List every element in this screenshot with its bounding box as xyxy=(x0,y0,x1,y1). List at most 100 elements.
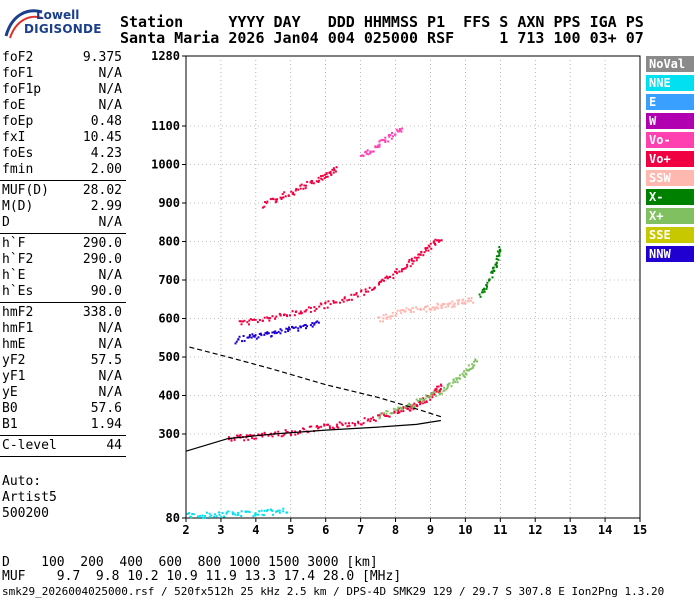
echo-point xyxy=(476,360,478,363)
echo-point xyxy=(311,325,314,328)
echo-point xyxy=(270,335,273,337)
echo-point xyxy=(454,380,457,383)
echo-point xyxy=(287,330,290,332)
echo-point xyxy=(404,267,407,270)
echo-point xyxy=(385,410,388,413)
echo-point xyxy=(357,420,359,423)
echo-point xyxy=(386,316,389,319)
echo-point xyxy=(350,298,353,301)
echo-point xyxy=(368,286,371,289)
echo-point xyxy=(389,315,392,318)
echo-point xyxy=(279,314,282,317)
echo-point xyxy=(281,193,284,196)
echo-point xyxy=(421,402,424,405)
x-tick-label: 12 xyxy=(528,523,542,537)
echo-point xyxy=(356,295,359,298)
echo-point xyxy=(446,387,449,390)
echo-point xyxy=(402,406,405,409)
x-tick-label: 9 xyxy=(427,523,434,537)
echo-point xyxy=(447,303,450,306)
echo-point xyxy=(317,427,320,430)
echo-point xyxy=(471,366,474,369)
echo-point xyxy=(251,333,254,336)
echo-point xyxy=(452,304,455,307)
echo-point xyxy=(415,398,418,401)
param-row: M(D) 2.99 xyxy=(0,199,126,215)
param-name: fxI xyxy=(2,130,26,145)
echo-point xyxy=(269,198,272,201)
echo-point xyxy=(256,321,259,324)
echo-point xyxy=(431,396,434,399)
echo-point xyxy=(468,368,471,371)
echo-point xyxy=(249,318,252,321)
echo-point xyxy=(335,301,338,304)
echo-point xyxy=(238,320,241,323)
muf-table: D 100 200 400 600 800 1000 1500 3000 [km… xyxy=(2,556,401,584)
echo-point xyxy=(408,308,410,311)
echo-point xyxy=(378,415,381,418)
echo-point xyxy=(240,323,243,326)
echo-point xyxy=(290,190,293,193)
echo-point xyxy=(413,402,416,405)
echo-point xyxy=(263,514,265,517)
echo-point xyxy=(379,320,382,323)
echo-point xyxy=(365,152,368,155)
echo-point xyxy=(415,259,418,262)
echo-point xyxy=(379,139,382,142)
echo-point xyxy=(360,423,363,426)
echo-point xyxy=(385,415,388,417)
echo-point xyxy=(491,271,494,274)
echo-point xyxy=(413,405,416,408)
echo-point xyxy=(279,196,282,199)
echo-point xyxy=(425,394,427,397)
echo-point xyxy=(303,324,306,327)
echo-point xyxy=(318,305,321,308)
echo-point xyxy=(261,435,264,438)
param-separator xyxy=(0,180,126,181)
echo-point xyxy=(400,130,403,133)
echo-point xyxy=(398,407,401,410)
echo-point xyxy=(272,513,275,516)
echo-point xyxy=(273,331,275,334)
echo-point xyxy=(461,372,464,375)
echo-point xyxy=(400,408,403,411)
echo-point xyxy=(278,509,281,512)
echo-point xyxy=(372,150,375,153)
autoscaling-info: Auto: Artist5 500200 xyxy=(2,474,57,521)
echo-point xyxy=(291,310,294,313)
echo-point xyxy=(384,276,387,279)
echo-point xyxy=(246,336,249,339)
echo-point xyxy=(473,364,476,367)
echo-point xyxy=(498,254,501,257)
echo-point xyxy=(223,515,226,518)
echo-point xyxy=(423,401,426,404)
echo-point xyxy=(290,430,293,433)
echo-point xyxy=(483,288,486,291)
param-name: h`Es xyxy=(2,284,34,299)
echo-point xyxy=(302,187,305,190)
echo-point xyxy=(388,135,391,138)
echo-point xyxy=(186,513,189,515)
echo-point xyxy=(310,182,313,185)
echo-point xyxy=(463,375,466,378)
echo-point xyxy=(237,511,240,514)
echo-point xyxy=(231,511,234,514)
echo-point xyxy=(391,135,394,138)
param-row: fmin 2.00 xyxy=(0,162,126,178)
echo-point xyxy=(305,327,307,330)
echo-point xyxy=(382,139,385,142)
echo-point xyxy=(399,406,402,409)
echo-point xyxy=(273,332,276,335)
echo-point xyxy=(264,201,267,203)
echo-point xyxy=(279,332,282,335)
param-name: foF1p xyxy=(2,82,42,97)
echo-point xyxy=(221,512,224,514)
y-tick-label: 800 xyxy=(158,235,180,249)
echo-point xyxy=(233,438,236,441)
echo-point xyxy=(354,424,357,427)
polarization-legend: NoVal NNE E W Vo- Vo+ SSW X- X+ SSE NNW xyxy=(646,56,694,265)
echo-point xyxy=(401,268,403,271)
y-tick-label: 80 xyxy=(166,511,180,525)
echo-point xyxy=(450,385,453,388)
echo-point xyxy=(309,310,312,313)
